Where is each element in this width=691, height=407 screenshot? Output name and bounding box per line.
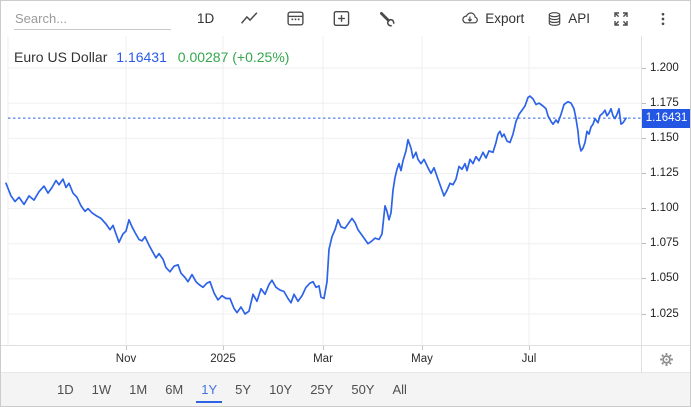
- x-axis-label: 2025: [210, 353, 236, 365]
- last-price: 1.16431: [116, 49, 167, 65]
- range-button-1m[interactable]: 1M: [120, 373, 156, 406]
- range-button-10y[interactable]: 10Y: [260, 373, 301, 406]
- y-axis-tick: [642, 278, 646, 280]
- interval-dropdown[interactable]: 1D: [197, 11, 215, 26]
- y-axis-tick: [642, 102, 646, 104]
- y-axis-tick: [642, 243, 646, 245]
- export-cloud-icon: [462, 11, 479, 23]
- chart-settings-button[interactable]: [657, 351, 675, 369]
- kebab-menu-icon: [661, 12, 665, 25]
- y-axis-label: 1.075: [650, 237, 679, 250]
- range-button-1d[interactable]: 1D: [48, 373, 83, 406]
- range-button-all[interactable]: All: [383, 373, 415, 406]
- calendar-icon: [287, 11, 304, 26]
- y-axis-label: 1.150: [650, 131, 679, 144]
- price-series-line: [5, 95, 627, 315]
- y-axis-tick: [642, 137, 646, 139]
- instrument-name: Euro US Dollar: [14, 49, 108, 65]
- export-label: Export: [485, 11, 525, 26]
- y-axis-tick: [642, 313, 646, 315]
- x-axis-label: Jul: [521, 353, 537, 365]
- x-axis-tick: [323, 346, 324, 350]
- x-axis-tick: [223, 346, 224, 350]
- api-label: API: [568, 11, 590, 26]
- gear-icon: [659, 353, 673, 366]
- y-axis-label: 1.200: [650, 61, 679, 74]
- y-axis-label: 1.050: [650, 272, 679, 285]
- range-selector: 1D 1W 1M 6M 1Y 5Y 10Y 25Y 50Y All: [1, 372, 690, 406]
- y-axis-label: 1.100: [650, 202, 679, 215]
- time-axis[interactable]: Nov 2025 Mar May Jul: [1, 345, 690, 373]
- fullscreen-icon: [614, 11, 628, 26]
- y-axis-label: 1.025: [650, 307, 679, 320]
- top-toolbar: 1D: [1, 1, 690, 36]
- calendar-button[interactable]: [284, 8, 306, 30]
- add-indicator-button[interactable]: [330, 8, 352, 30]
- x-axis-label: Nov: [115, 353, 137, 365]
- last-price-badge: 1.16431: [642, 108, 690, 128]
- range-button-5y[interactable]: 5Y: [226, 373, 260, 406]
- price-axis[interactable]: 1.16431 1.200 1.175 1.150 1.125 1.100 1.075 1.…: [641, 36, 690, 345]
- range-button-1y[interactable]: 1Y: [192, 373, 226, 406]
- tools-button[interactable]: [376, 8, 398, 30]
- y-axis-label: 1.125: [650, 166, 679, 179]
- line-chart-icon: [240, 12, 258, 24]
- y-axis-tick: [642, 172, 646, 174]
- price-line-chart[interactable]: [1, 36, 641, 345]
- quote-header: Euro US Dollar 1.16431 0.00287 (+0.25%): [14, 49, 289, 65]
- x-axis-label: Mar: [313, 353, 333, 365]
- y-axis-tick: [642, 208, 646, 210]
- x-axis-tick: [126, 346, 127, 350]
- api-database-icon: [548, 11, 561, 26]
- fullscreen-button[interactable]: [610, 8, 632, 30]
- range-button-25y[interactable]: 25Y: [301, 373, 342, 406]
- chart-type-button[interactable]: [238, 8, 260, 30]
- axis-corner: [641, 346, 690, 373]
- chart-area: Euro US Dollar 1.16431 0.00287 (+0.25%) …: [1, 36, 690, 345]
- price-change: 0.00287 (+0.25%): [177, 49, 290, 65]
- range-button-50y[interactable]: 50Y: [342, 373, 383, 406]
- toolbar-right-group: Export API: [438, 8, 676, 30]
- plus-square-icon: [333, 10, 350, 27]
- export-button[interactable]: Export: [460, 10, 524, 28]
- y-axis-label: 1.175: [650, 96, 679, 109]
- range-button-1w[interactable]: 1W: [83, 373, 121, 406]
- search-input[interactable]: [14, 7, 171, 30]
- x-axis-label: May: [411, 353, 433, 365]
- wrench-icon: [380, 11, 397, 28]
- api-button[interactable]: API: [546, 10, 590, 28]
- range-button-6m[interactable]: 6M: [156, 373, 192, 406]
- x-axis-tick: [422, 346, 423, 350]
- x-axis-tick: [529, 346, 530, 350]
- y-axis-tick: [642, 67, 646, 69]
- more-menu-button[interactable]: [652, 8, 674, 30]
